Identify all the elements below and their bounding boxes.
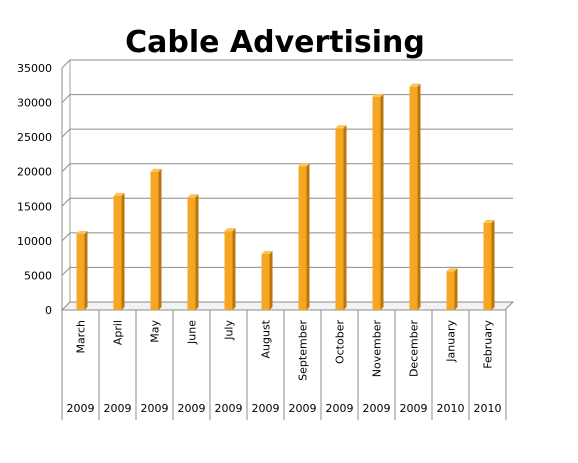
bar-side xyxy=(454,268,458,310)
x-month-label: December xyxy=(408,320,421,378)
bar-front xyxy=(372,97,381,310)
bar-top xyxy=(224,228,236,232)
grid-layer xyxy=(61,59,513,311)
bar-side xyxy=(84,230,88,310)
x-year-label: 2009 xyxy=(67,402,95,415)
labels-layer: 0 5000 10000 15000 20000 25000 30000 35000 March… xyxy=(17,62,502,415)
y-tick-label: 10000 xyxy=(17,235,52,248)
bar xyxy=(446,268,458,310)
y-tick-label: 25000 xyxy=(17,131,52,144)
bar-front xyxy=(446,271,455,310)
x-month-label: August xyxy=(260,319,273,358)
bar-top xyxy=(409,83,421,87)
axis-layer xyxy=(60,68,515,420)
x-year-label: 2009 xyxy=(252,402,280,415)
bar xyxy=(261,250,273,310)
bar-front xyxy=(224,231,233,310)
x-month-label: June xyxy=(186,320,199,345)
bar-top xyxy=(76,230,88,234)
bar-side xyxy=(380,94,384,310)
x-year-label: 2010 xyxy=(474,402,502,415)
x-year-label: 2009 xyxy=(400,402,428,415)
bar-side xyxy=(343,125,347,310)
x-year-label: 2009 xyxy=(141,402,169,415)
gridline-depth xyxy=(61,163,71,173)
x-month-label: May xyxy=(149,320,162,343)
bar-side xyxy=(121,192,125,310)
bar-top xyxy=(113,192,125,196)
bar-front xyxy=(150,171,159,310)
bar-front xyxy=(261,253,270,310)
y-tick-label: 35000 xyxy=(17,62,52,75)
bar-side xyxy=(232,228,236,310)
x-month-label: September xyxy=(297,320,310,381)
x-year-label: 2010 xyxy=(437,402,465,415)
x-year-label: 2009 xyxy=(363,402,391,415)
bar xyxy=(113,192,125,310)
bar-side xyxy=(195,194,199,310)
y-tick-label: 15000 xyxy=(17,200,52,213)
gridline-depth xyxy=(61,128,71,138)
y-tick-label: 20000 xyxy=(17,166,52,179)
bar-side xyxy=(417,83,421,310)
bar xyxy=(298,163,310,310)
chart-title: Cable Advertising xyxy=(125,25,425,60)
bar-front xyxy=(187,197,196,310)
x-year-label: 2009 xyxy=(104,402,132,415)
x-month-label: January xyxy=(445,320,458,363)
chart-floor xyxy=(60,301,515,311)
x-year-label: 2009 xyxy=(326,402,354,415)
bar-top xyxy=(298,163,310,167)
bar xyxy=(187,194,199,310)
bar xyxy=(224,228,236,310)
bar-front xyxy=(409,86,418,310)
gridline-depth xyxy=(61,267,71,276)
bar-top xyxy=(483,219,495,223)
bar-side xyxy=(306,163,310,310)
x-month-label: October xyxy=(334,320,347,364)
y-tick-label: 0 xyxy=(45,304,52,317)
x-month-label: March xyxy=(75,320,88,354)
bar-top xyxy=(261,250,273,254)
bars-layer xyxy=(76,83,495,310)
bar xyxy=(409,83,421,310)
x-month-label: July xyxy=(223,320,236,341)
x-month-label: November xyxy=(371,320,384,378)
x-year-label: 2009 xyxy=(215,402,243,415)
bar-front xyxy=(483,222,492,310)
bar xyxy=(335,125,347,310)
bar xyxy=(483,219,495,310)
bar xyxy=(76,230,88,310)
bar-front xyxy=(113,195,122,310)
x-month-label: February xyxy=(482,320,495,369)
gridline-depth xyxy=(61,94,71,103)
x-month-label: April xyxy=(112,320,125,345)
bar xyxy=(372,94,384,310)
bar-top xyxy=(372,94,384,98)
bar-front xyxy=(76,233,85,310)
bar-top xyxy=(187,194,199,198)
bar-top xyxy=(335,125,347,129)
x-year-label: 2009 xyxy=(178,402,206,415)
bar-side xyxy=(491,219,495,310)
gridline-depth xyxy=(61,232,71,242)
bar-side xyxy=(269,250,273,310)
bar xyxy=(150,168,162,310)
bar-front xyxy=(335,128,344,310)
bar-side xyxy=(158,168,162,310)
bar-top xyxy=(150,168,162,172)
y-tick-label: 30000 xyxy=(17,97,52,110)
x-year-label: 2009 xyxy=(289,402,317,415)
gridline-depth xyxy=(61,197,71,207)
bar-front xyxy=(298,166,307,310)
gridline-depth xyxy=(61,59,71,69)
bar-top xyxy=(446,268,458,272)
y-tick-label: 5000 xyxy=(24,269,52,282)
